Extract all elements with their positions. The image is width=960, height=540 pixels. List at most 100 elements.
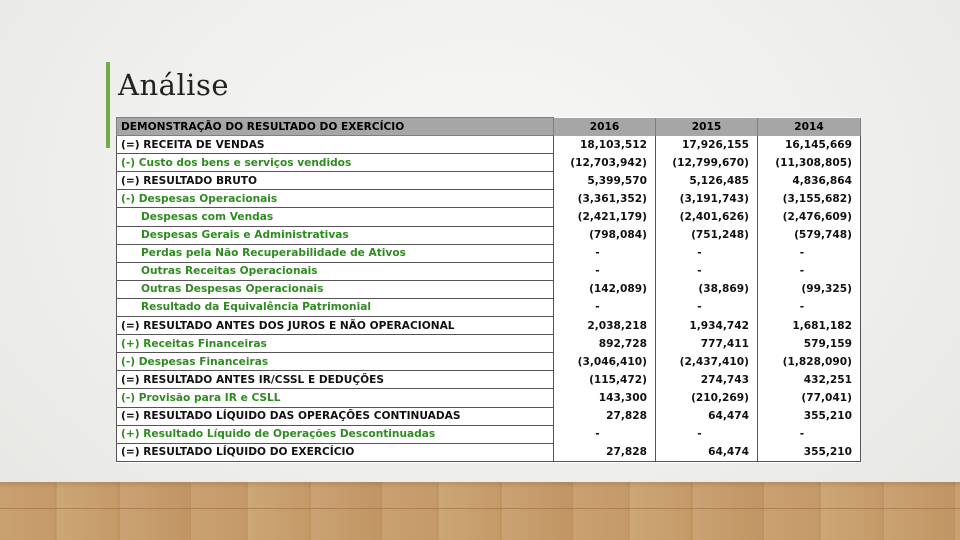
row-value-2015: (210,269) [655, 388, 758, 407]
row-label: (=) RESULTADO BRUTO [116, 171, 554, 191]
row-label: (=) RESULTADO LÍQUIDO DAS OPERAÇÕES CONT… [116, 406, 554, 426]
row-value-2014: 4,836,864 [757, 171, 861, 190]
row-value-2016: 27,828 [553, 407, 656, 426]
row-value-2014: (11,308,805) [757, 153, 861, 172]
row-value-2015: (2,401,626) [655, 207, 758, 227]
row-value-2014: 432,251 [757, 370, 861, 389]
row-value-2016: - [553, 262, 656, 281]
row-value-2014: (99,325) [757, 280, 861, 299]
row-label: (-) Despesas Financeiras [116, 352, 554, 372]
row-value-2014: (3,155,682) [757, 189, 861, 208]
row-value-2016: 5,399,570 [553, 171, 656, 190]
row-label: Perdas pela Não Recuperabilidade de Ativ… [116, 243, 554, 263]
row-value-2015: (12,799,670) [655, 153, 758, 172]
row-value-2016: (2,421,179) [553, 207, 656, 227]
row-label: (=) RESULTADO ANTES IR/CSSL E DEDUÇÕES [116, 370, 554, 390]
table-row: Despesas com Vendas (2,421,179) (2,401,626… [116, 207, 861, 227]
title-accent-bar [106, 62, 110, 148]
table-row: Outras Receitas Operacionais - - - [116, 261, 861, 281]
table-row: (=) RESULTADO LÍQUIDO DO EXERCÍCIO 27,828… [116, 442, 861, 462]
table-row: (-) Despesas Financeiras (3,046,410) (2,43… [116, 352, 861, 372]
row-value-2015: (3,191,743) [655, 189, 758, 208]
table-title: DEMONSTRAÇÃO DO RESULTADO DO EXERCÍCIO [116, 116, 554, 137]
row-value-2015: (751,248) [655, 226, 758, 245]
row-value-2015: - [655, 298, 758, 317]
row-value-2016: 18,103,512 [553, 135, 656, 154]
row-value-2016: 27,828 [553, 443, 656, 462]
row-value-2016: - [553, 425, 656, 444]
table-row: Despesas Gerais e Administrativas (798,08… [116, 225, 861, 245]
row-value-2016: (3,046,410) [553, 352, 656, 371]
row-value-2016: - [553, 298, 656, 317]
row-value-2014: 355,210 [757, 407, 861, 426]
row-label: Resultado da Equivalência Patrimonial [116, 297, 554, 318]
row-label: (=) RECEITA DE VENDAS [116, 135, 554, 155]
row-value-2015: 777,411 [655, 334, 758, 353]
row-value-2014: (579,748) [757, 226, 861, 245]
row-value-2015: - [655, 425, 758, 444]
row-label: (=) RESULTADO ANTES DOS JUROS E NÃO OPER… [116, 316, 554, 336]
row-value-2015: (38,869) [655, 280, 758, 299]
row-value-2014: 579,159 [757, 334, 861, 353]
income-statement-table-container: DEMONSTRAÇÃO DO RESULTADO DO EXERCÍCIO 2… [116, 116, 861, 463]
row-value-2016: (798,084) [553, 226, 656, 245]
row-label: (=) RESULTADO LÍQUIDO DO EXERCÍCIO [116, 442, 554, 462]
row-value-2016: - [553, 244, 656, 263]
row-value-2016: (12,703,942) [553, 153, 656, 172]
income-statement-table: DEMONSTRAÇÃO DO RESULTADO DO EXERCÍCIO 2… [116, 116, 861, 462]
row-label: Despesas com Vendas [116, 207, 554, 227]
row-value-2014: 1,681,182 [757, 316, 861, 335]
table-row: Outras Despesas Operacionais (142,089) (38… [116, 279, 861, 299]
table-row: (=) RESULTADO LÍQUIDO DAS OPERAÇÕES CONT… [116, 406, 861, 426]
table-row: (+) Resultado Líquido de Operações Desco… [116, 424, 861, 444]
row-value-2016: 2,038,218 [553, 316, 656, 335]
row-value-2015: - [655, 244, 758, 263]
wood-floor-background [0, 482, 960, 540]
row-value-2016: 143,300 [553, 388, 656, 407]
table-row: (=) RECEITA DE VENDAS 18,103,512 17,926,15… [116, 135, 861, 155]
row-value-2016: (115,472) [553, 370, 656, 389]
year-header-2016: 2016 [553, 117, 656, 136]
row-value-2015: - [655, 262, 758, 281]
row-value-2015: 17,926,155 [655, 135, 758, 154]
year-header-2014: 2014 [757, 117, 861, 136]
table-row: Resultado da Equivalência Patrimonial - - - [116, 297, 861, 318]
table-row: (=) RESULTADO ANTES DOS JUROS E NÃO OPER… [116, 316, 861, 336]
row-value-2014: 16,145,669 [757, 135, 861, 154]
table-row: (=) RESULTADO ANTES IR/CSSL E DEDUÇÕES (1… [116, 370, 861, 390]
row-label: (+) Receitas Financeiras [116, 334, 554, 354]
row-value-2015: 64,474 [655, 407, 758, 426]
table-row: (-) Despesas Operacionais (3,361,352) (3,1… [116, 189, 861, 209]
row-label: (-) Provisão para IR e CSLL [116, 388, 554, 408]
row-label: (+) Resultado Líquido de Operações Desco… [116, 424, 554, 444]
row-value-2014: - [757, 298, 861, 317]
table-row: (+) Receitas Financeiras 892,728 777,411 57… [116, 334, 861, 354]
slide-title: Análise [118, 68, 230, 102]
table-header-row: DEMONSTRAÇÃO DO RESULTADO DO EXERCÍCIO 2… [116, 116, 861, 137]
row-value-2014: - [757, 262, 861, 281]
table-row: (-) Custo dos bens e serviços vendidos (1… [116, 153, 861, 173]
table-row: (-) Provisão para IR e CSLL 143,300 (210,2… [116, 388, 861, 408]
row-value-2015: 64,474 [655, 443, 758, 462]
row-value-2014: (1,828,090) [757, 352, 861, 371]
row-value-2015: (2,437,410) [655, 352, 758, 371]
table-row: Perdas pela Não Recuperabilidade de Ativ… [116, 243, 861, 263]
row-label: Outras Receitas Operacionais [116, 261, 554, 281]
year-header-2015: 2015 [655, 117, 758, 136]
row-label: Outras Despesas Operacionais [116, 279, 554, 299]
row-value-2015: 5,126,485 [655, 171, 758, 190]
row-value-2014: 355,210 [757, 443, 861, 462]
row-value-2016: (3,361,352) [553, 189, 656, 208]
row-value-2014: (77,041) [757, 388, 861, 407]
row-label: Despesas Gerais e Administrativas [116, 225, 554, 245]
row-value-2016: (142,089) [553, 280, 656, 299]
table-row: (=) RESULTADO BRUTO 5,399,570 5,126,485 4,8… [116, 171, 861, 191]
row-value-2014: - [757, 244, 861, 263]
row-label: (-) Custo dos bens e serviços vendidos [116, 153, 554, 173]
row-label: (-) Despesas Operacionais [116, 189, 554, 209]
row-value-2014: - [757, 425, 861, 444]
row-value-2015: 274,743 [655, 370, 758, 389]
row-value-2016: 892,728 [553, 334, 656, 353]
row-value-2015: 1,934,742 [655, 316, 758, 335]
row-value-2014: (2,476,609) [757, 207, 861, 227]
